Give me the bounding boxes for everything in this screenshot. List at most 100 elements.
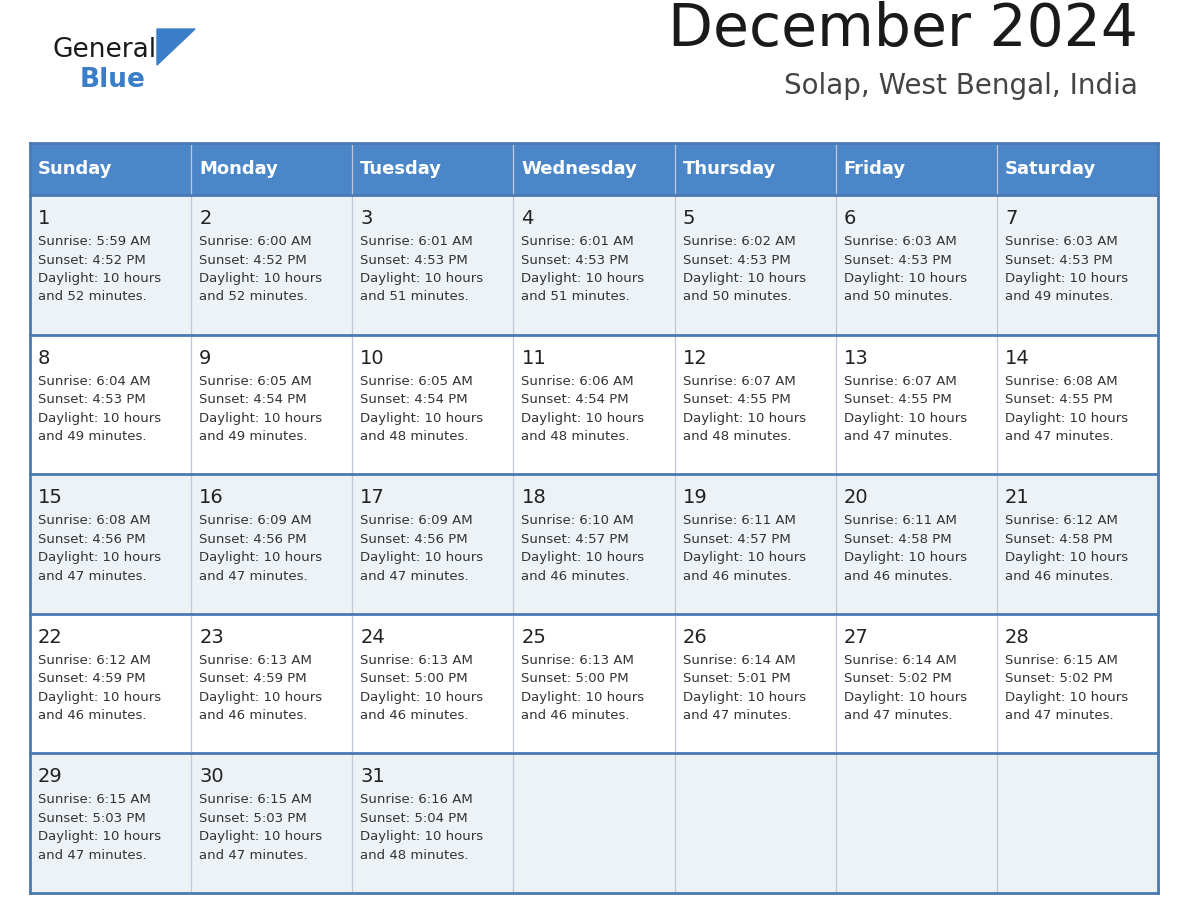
Text: Sunset: 4:53 PM: Sunset: 4:53 PM (38, 393, 146, 406)
Text: and 48 minutes.: and 48 minutes. (360, 849, 469, 862)
Text: 17: 17 (360, 488, 385, 508)
Text: 4: 4 (522, 209, 533, 228)
Text: Sunset: 4:53 PM: Sunset: 4:53 PM (522, 253, 630, 266)
Text: Daylight: 10 hours: Daylight: 10 hours (843, 272, 967, 285)
Text: and 46 minutes.: and 46 minutes. (522, 570, 630, 583)
Text: Daylight: 10 hours: Daylight: 10 hours (38, 691, 162, 704)
Text: Sunrise: 6:16 AM: Sunrise: 6:16 AM (360, 793, 473, 806)
Text: Sunrise: 6:12 AM: Sunrise: 6:12 AM (38, 654, 151, 666)
Text: Sunset: 5:02 PM: Sunset: 5:02 PM (843, 672, 952, 686)
Text: 23: 23 (200, 628, 225, 647)
Text: Friday: Friday (843, 160, 906, 178)
Text: Sunset: 4:55 PM: Sunset: 4:55 PM (1005, 393, 1113, 406)
Text: Sunrise: 6:01 AM: Sunrise: 6:01 AM (360, 235, 473, 248)
Text: Sunrise: 6:07 AM: Sunrise: 6:07 AM (683, 375, 796, 387)
Text: 10: 10 (360, 349, 385, 367)
Text: Daylight: 10 hours: Daylight: 10 hours (843, 551, 967, 565)
Text: Sunrise: 6:07 AM: Sunrise: 6:07 AM (843, 375, 956, 387)
Text: and 48 minutes.: and 48 minutes. (683, 431, 791, 443)
Text: Sunrise: 6:13 AM: Sunrise: 6:13 AM (200, 654, 312, 666)
Bar (30, 614, 1158, 754)
Text: 27: 27 (843, 628, 868, 647)
Text: Sunset: 4:54 PM: Sunset: 4:54 PM (360, 393, 468, 406)
Text: Sunset: 4:58 PM: Sunset: 4:58 PM (1005, 532, 1112, 545)
Text: Tuesday: Tuesday (360, 160, 442, 178)
Text: Sunrise: 6:04 AM: Sunrise: 6:04 AM (38, 375, 151, 387)
Text: and 47 minutes.: and 47 minutes. (843, 431, 953, 443)
Text: Sunset: 5:00 PM: Sunset: 5:00 PM (522, 672, 630, 686)
Text: Daylight: 10 hours: Daylight: 10 hours (683, 411, 805, 425)
Text: Daylight: 10 hours: Daylight: 10 hours (1005, 691, 1129, 704)
Text: Daylight: 10 hours: Daylight: 10 hours (1005, 551, 1129, 565)
Text: 1: 1 (38, 209, 50, 228)
Text: Sunset: 4:52 PM: Sunset: 4:52 PM (38, 253, 146, 266)
Bar (30, 334, 1158, 475)
Text: Daylight: 10 hours: Daylight: 10 hours (360, 272, 484, 285)
Text: and 46 minutes.: and 46 minutes. (683, 570, 791, 583)
Text: Monday: Monday (200, 160, 278, 178)
Text: Sunrise: 5:59 AM: Sunrise: 5:59 AM (38, 235, 151, 248)
Text: Sunset: 4:53 PM: Sunset: 4:53 PM (1005, 253, 1113, 266)
Text: Daylight: 10 hours: Daylight: 10 hours (1005, 272, 1129, 285)
Text: Sunset: 4:54 PM: Sunset: 4:54 PM (522, 393, 630, 406)
Text: 12: 12 (683, 349, 707, 367)
Text: Sunset: 5:03 PM: Sunset: 5:03 PM (38, 812, 146, 825)
Text: Daylight: 10 hours: Daylight: 10 hours (360, 831, 484, 844)
Text: 20: 20 (843, 488, 868, 508)
Text: Sunrise: 6:08 AM: Sunrise: 6:08 AM (1005, 375, 1118, 387)
Text: 14: 14 (1005, 349, 1030, 367)
Text: Daylight: 10 hours: Daylight: 10 hours (522, 551, 645, 565)
Text: Sunrise: 6:02 AM: Sunrise: 6:02 AM (683, 235, 796, 248)
Text: Sunset: 4:53 PM: Sunset: 4:53 PM (843, 253, 952, 266)
Text: Sunset: 4:52 PM: Sunset: 4:52 PM (200, 253, 307, 266)
Text: and 46 minutes.: and 46 minutes. (843, 570, 953, 583)
Text: Sunset: 4:56 PM: Sunset: 4:56 PM (200, 532, 307, 545)
Text: Sunday: Sunday (38, 160, 113, 178)
Text: Sunset: 4:59 PM: Sunset: 4:59 PM (38, 672, 146, 686)
Text: Daylight: 10 hours: Daylight: 10 hours (200, 691, 322, 704)
Text: General: General (52, 37, 156, 63)
Bar (30, 195, 1158, 334)
Text: Sunset: 4:59 PM: Sunset: 4:59 PM (200, 672, 307, 686)
Text: 16: 16 (200, 488, 225, 508)
Text: 29: 29 (38, 767, 63, 787)
Text: and 48 minutes.: and 48 minutes. (522, 431, 630, 443)
Text: Daylight: 10 hours: Daylight: 10 hours (200, 411, 322, 425)
Text: Daylight: 10 hours: Daylight: 10 hours (38, 411, 162, 425)
Text: and 47 minutes.: and 47 minutes. (683, 710, 791, 722)
Text: and 50 minutes.: and 50 minutes. (683, 290, 791, 304)
Text: 2: 2 (200, 209, 211, 228)
Text: and 47 minutes.: and 47 minutes. (38, 849, 146, 862)
Text: Sunrise: 6:13 AM: Sunrise: 6:13 AM (522, 654, 634, 666)
Text: 25: 25 (522, 628, 546, 647)
Text: Thursday: Thursday (683, 160, 776, 178)
Text: and 52 minutes.: and 52 minutes. (38, 290, 147, 304)
Text: Sunset: 4:54 PM: Sunset: 4:54 PM (200, 393, 307, 406)
Text: and 52 minutes.: and 52 minutes. (200, 290, 308, 304)
Text: Daylight: 10 hours: Daylight: 10 hours (683, 691, 805, 704)
Text: 21: 21 (1005, 488, 1030, 508)
Text: Daylight: 10 hours: Daylight: 10 hours (843, 691, 967, 704)
Text: Sunset: 4:57 PM: Sunset: 4:57 PM (522, 532, 630, 545)
Text: 9: 9 (200, 349, 211, 367)
Text: Sunset: 5:02 PM: Sunset: 5:02 PM (1005, 672, 1113, 686)
Text: and 47 minutes.: and 47 minutes. (1005, 710, 1113, 722)
Text: Solap, West Bengal, India: Solap, West Bengal, India (784, 72, 1138, 100)
Text: Sunrise: 6:14 AM: Sunrise: 6:14 AM (843, 654, 956, 666)
Text: Sunrise: 6:15 AM: Sunrise: 6:15 AM (1005, 654, 1118, 666)
Text: 24: 24 (360, 628, 385, 647)
Text: December 2024: December 2024 (668, 1, 1138, 58)
Text: Sunrise: 6:11 AM: Sunrise: 6:11 AM (843, 514, 956, 527)
Text: and 50 minutes.: and 50 minutes. (843, 290, 953, 304)
Text: Daylight: 10 hours: Daylight: 10 hours (522, 272, 645, 285)
Text: and 51 minutes.: and 51 minutes. (522, 290, 631, 304)
Text: Daylight: 10 hours: Daylight: 10 hours (843, 411, 967, 425)
Text: Sunset: 4:56 PM: Sunset: 4:56 PM (360, 532, 468, 545)
Text: 18: 18 (522, 488, 546, 508)
Text: and 46 minutes.: and 46 minutes. (200, 710, 308, 722)
Text: Sunset: 5:03 PM: Sunset: 5:03 PM (200, 812, 307, 825)
Text: Daylight: 10 hours: Daylight: 10 hours (683, 551, 805, 565)
Text: Sunrise: 6:12 AM: Sunrise: 6:12 AM (1005, 514, 1118, 527)
Text: Blue: Blue (80, 67, 146, 93)
Text: 22: 22 (38, 628, 63, 647)
